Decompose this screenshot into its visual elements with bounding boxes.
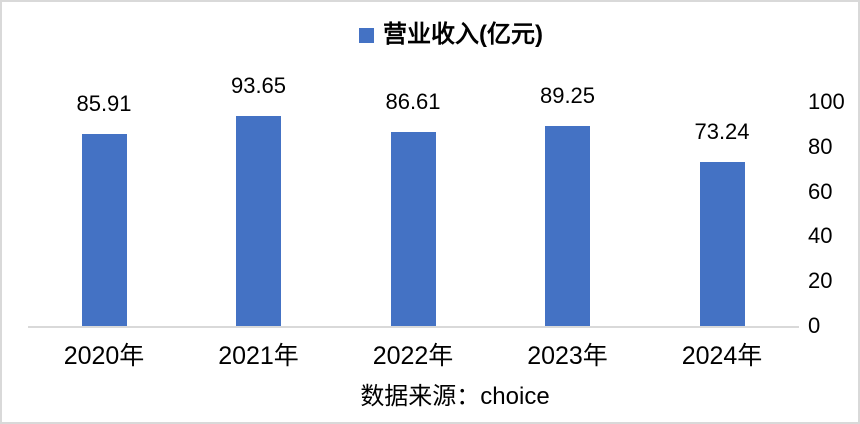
bar-value-label: 73.24 [694, 118, 750, 144]
bar [699, 161, 745, 326]
legend-color-swatch-icon [359, 27, 375, 43]
data-source-note: 数据来源：choice [360, 383, 550, 410]
x-axis-category-label: 2021年 [218, 342, 299, 370]
y-axis-tick-label: 80 [808, 133, 833, 159]
x-axis-line [28, 326, 799, 328]
y-axis-tick-label: 40 [808, 223, 833, 249]
y-axis-tick-label: 100 [808, 89, 845, 114]
bar-value-label: 89.25 [539, 83, 596, 109]
y-axis-tick-label: 60 [808, 178, 833, 204]
chart-legend: 营业收入(亿元) [359, 22, 543, 48]
legend-series-label: 营业收入(亿元) [383, 21, 543, 48]
x-axis-category-label: 2022年 [372, 342, 454, 370]
bar [390, 131, 436, 326]
y-axis-tick-label: 0 [808, 313, 821, 338]
y-axis-tick-label: 20 [808, 268, 833, 294]
x-axis-category-label: 2020年 [63, 342, 145, 370]
bar [81, 133, 127, 326]
bar [236, 116, 281, 326]
bar-value-label: 86.61 [385, 88, 441, 114]
bar-value-label: 85.91 [76, 90, 132, 116]
x-axis-category-label: 2024年 [681, 342, 763, 370]
bar [545, 126, 590, 326]
bar-value-label: 93.65 [230, 73, 287, 99]
x-axis-category-label: 2023年 [527, 342, 608, 370]
